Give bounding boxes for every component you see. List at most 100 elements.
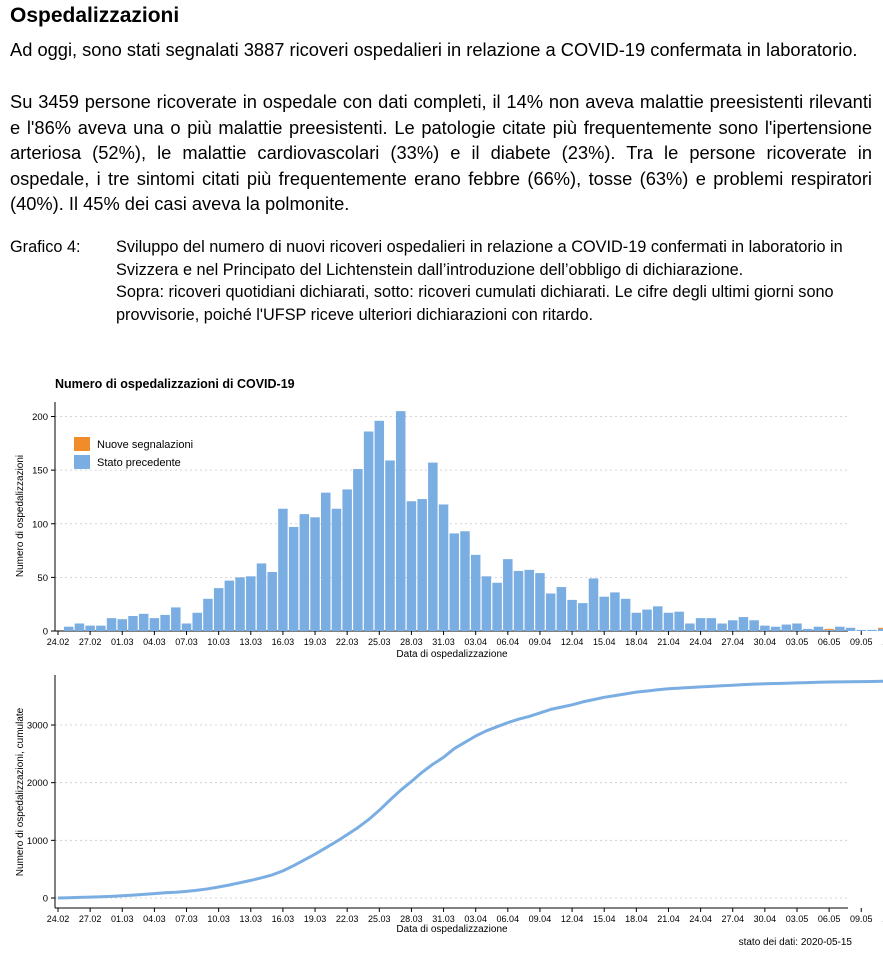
bar-01.04 — [449, 533, 460, 631]
hospitalizations-chart: Numero di ospedalizzazioni di COVID-19 0… — [15, 377, 883, 935]
bar-02.04 — [460, 531, 470, 631]
bar-26.03 — [385, 460, 395, 631]
bar-11.03 — [224, 580, 235, 631]
bar-17.03 — [288, 526, 299, 631]
top-chart-title: Numero di ospedalizzazioni di COVID-19 — [55, 377, 295, 391]
bar-26.02 — [74, 623, 85, 631]
bar-13.03 — [246, 576, 256, 631]
bottom-chart-x-ticks: 24.02 27.02 01.03 04.03 07.03 10.03 13.03 16.03… — [47, 908, 883, 924]
bar-20.03 — [320, 492, 331, 631]
bar-12.04 — [567, 599, 577, 631]
x-tick-label: 22.03 — [336, 914, 359, 924]
bar-10.04 — [545, 593, 556, 631]
details-paragraph: Su 3459 persone ricoverate in ospedale c… — [10, 91, 872, 214]
x-tick-label: 06.05 — [818, 637, 841, 647]
x-tick-label: 01.03 — [111, 914, 134, 924]
bar-03.03 — [138, 613, 149, 631]
x-tick-label: 27.04 — [721, 914, 744, 924]
x-tick-label: 06.04 — [497, 914, 520, 924]
x-tick-label: 30.04 — [754, 914, 777, 924]
x-tick-label: 07.03 — [175, 637, 198, 647]
bottom-chart-y-label: Numero di ospedalizzazioni, cumulate — [15, 707, 26, 876]
x-tick-label: 30.04 — [754, 637, 777, 647]
bar-07.05 — [835, 626, 845, 631]
x-tick-label: 07.03 — [175, 914, 198, 924]
bar-14.03 — [256, 563, 267, 631]
x-tick-label: 31.03 — [432, 637, 455, 647]
bottom-chart-grid — [55, 724, 848, 899]
x-tick-label: 03.04 — [464, 637, 487, 647]
bar-01.03 — [117, 619, 128, 631]
bar-06.05 — [824, 629, 834, 631]
y-tick-label: 150 — [32, 466, 48, 477]
top-chart-y-ticks: 0 50 100 150 200 — [32, 412, 55, 638]
x-tick-label: 16.03 — [272, 637, 295, 647]
caption-text: Sviluppo del numero di nuovi ricoveri os… — [116, 236, 861, 326]
bar-05.03 — [160, 614, 170, 631]
bar-08.04 — [524, 569, 534, 631]
bar-18.03 — [299, 514, 310, 631]
bar-16.03 — [278, 508, 288, 631]
bar-03.05 — [792, 623, 802, 631]
bar-27.04 — [727, 620, 738, 631]
cumulative-line — [57, 679, 883, 900]
top-chart-y-label: Numero di ospedalizzazioni — [15, 455, 26, 577]
bar-23.03 — [353, 469, 363, 631]
bar-02.05 — [781, 624, 792, 631]
data-status-footer: stato dei dati: 2020-05-15 — [738, 937, 852, 948]
bar-05.05 — [813, 626, 824, 631]
bar-24.03 — [363, 431, 374, 631]
x-tick-label: 27.04 — [721, 637, 744, 647]
bar-06.04 — [503, 559, 513, 631]
bar-28.02 — [96, 625, 106, 631]
bar-27.02 — [85, 625, 95, 631]
bottom-chart-y-ticks: 0 1000 2000 3000 — [27, 721, 55, 905]
bar-19.04 — [642, 609, 652, 631]
bar-04.04 — [481, 576, 492, 631]
legend-swatch-new — [74, 437, 90, 451]
y-tick-label: 3000 — [27, 721, 48, 732]
x-tick-label: 24.04 — [689, 637, 712, 647]
legend-swatch-previous — [74, 455, 90, 469]
bar-25.03 — [374, 420, 385, 631]
bar-30.04 — [760, 625, 770, 631]
bar-21.04 — [663, 612, 674, 631]
bar-31.03 — [438, 504, 449, 631]
x-tick-label: 09.04 — [529, 637, 552, 647]
bar-18.04 — [631, 612, 642, 631]
y-tick-label: 2000 — [27, 778, 48, 789]
bar-01.05 — [770, 626, 781, 631]
top-chart-x-ticks: 24.02 27.02 01.03 04.03 07.03 10.03 13.03 16.03… — [47, 631, 883, 647]
x-tick-label: 22.03 — [336, 637, 359, 647]
x-tick-label: 03.05 — [786, 637, 809, 647]
x-tick-label: 24.04 — [689, 914, 712, 924]
x-tick-label: 03.04 — [464, 914, 487, 924]
y-tick-label: 0 — [43, 627, 48, 638]
y-tick-label: 200 — [32, 412, 48, 423]
top-chart-x-label: Data di ospedalizzazione — [396, 649, 508, 660]
bar-06.03 — [171, 607, 181, 631]
bar-16.04 — [610, 592, 620, 631]
x-tick-label: 18.04 — [625, 914, 648, 924]
y-tick-label: 50 — [37, 573, 48, 584]
top-chart-bars — [63, 411, 883, 631]
x-tick-label: 09.05 — [850, 637, 873, 647]
bar-11.04 — [556, 587, 567, 631]
bar-03.04 — [470, 554, 481, 631]
legend-label-previous: Stato precedente — [97, 457, 181, 469]
bar-27.03 — [395, 411, 406, 631]
x-tick-label: 19.03 — [304, 914, 327, 924]
y-tick-label: 1000 — [27, 836, 48, 847]
x-tick-label: 10.03 — [207, 637, 230, 647]
bar-07.04 — [513, 570, 524, 631]
bottom-chart-x-label: Data di ospedalizzazione — [396, 924, 508, 935]
bar-15.04 — [599, 596, 609, 631]
x-tick-label: 10.03 — [207, 914, 230, 924]
bar-09.03 — [203, 598, 213, 631]
section-title: Ospedalizzazioni — [10, 4, 180, 27]
caption-line-1: Sviluppo del numero di nuovi ricoveri os… — [116, 238, 843, 279]
bar-08.05 — [845, 627, 856, 631]
x-tick-label: 25.03 — [368, 637, 391, 647]
x-tick-label: 13.03 — [240, 637, 263, 647]
bar-04.03 — [149, 618, 160, 631]
